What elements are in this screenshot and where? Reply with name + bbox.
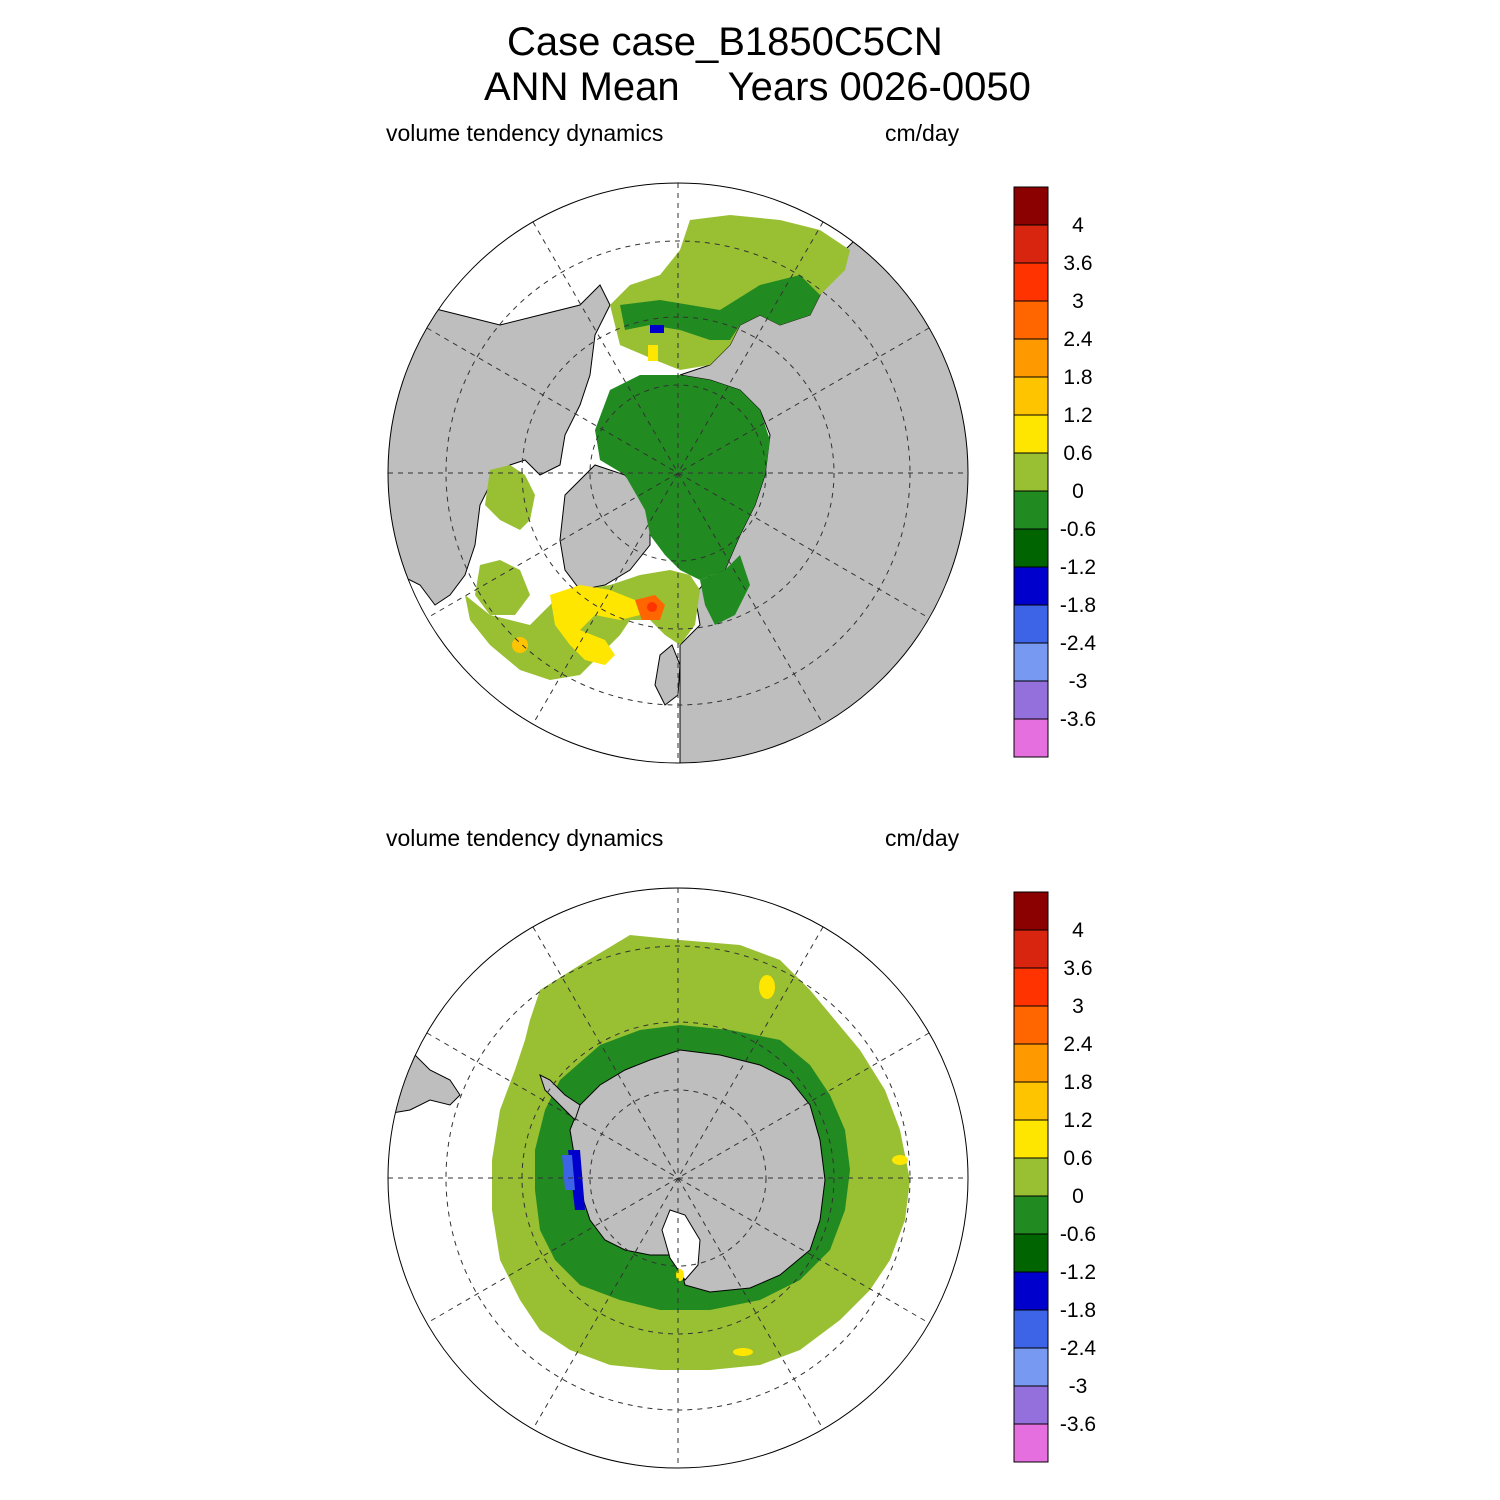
south-positive-spot (733, 1348, 753, 1356)
south-colorbar-swatch (1013, 929, 1049, 969)
north-colorbar-swatch (1013, 262, 1049, 302)
south-colorbar-swatch (1013, 1157, 1049, 1197)
south-colorbar-tick-label: 3.6 (1063, 957, 1092, 980)
south-colorbar-swatch (1013, 1385, 1049, 1425)
south-colorbar-tick-label: -2.4 (1060, 1337, 1097, 1360)
south-colorbar-tick-label: 2.4 (1063, 1033, 1093, 1056)
barents-sea-ice (700, 555, 750, 625)
period-title: ANN Mean Years 0026-0050 (484, 67, 1031, 107)
north-colorbar-swatch (1013, 376, 1049, 416)
south-colorbar-tick-label: -1.8 (1060, 1299, 1096, 1322)
north-colorbar: 4 3.6 3 2.4 1.8 1.2 0.6 0 -0.6 -1.2 -1.8 -2.4 -3 -3.6 (1013, 186, 1097, 758)
ross-ice-shelf (661, 1209, 701, 1281)
north-colorbar-swatch (1013, 680, 1049, 720)
pacific-positive-spot (759, 975, 775, 999)
north-colorbar-swatch (1013, 642, 1049, 682)
south-colorbar-swatch (1013, 1119, 1049, 1159)
south-colorbar-tick-label: -3 (1069, 1375, 1088, 1398)
north-colorbar-tick-label: -3.6 (1060, 708, 1096, 731)
east-positive-spot (892, 1155, 908, 1165)
north-colorbar-tick-label: 3 (1072, 290, 1084, 313)
south-colorbar-tick-label: 1.2 (1063, 1109, 1092, 1132)
labrador-positive-spot (512, 637, 528, 653)
north-colorbar-tick-label: 4 (1072, 214, 1084, 237)
bering-strait-negative (650, 325, 664, 333)
south-colorbar-tick-label: 1.8 (1063, 1071, 1092, 1094)
north-graticule (388, 183, 968, 763)
north-colorbar-tick-label: 1.8 (1063, 366, 1092, 389)
north-colorbar-swatch (1013, 490, 1049, 530)
north-america-land (388, 284, 611, 606)
north-colorbar-tick-label: -2.4 (1060, 632, 1097, 655)
south-graticule (388, 888, 968, 1468)
north-colorbar-tick-label: 3.6 (1063, 252, 1092, 275)
arctic-ocean-sea-ice (595, 375, 770, 580)
south-colorbar-tick-label: -0.6 (1060, 1223, 1096, 1246)
main-title: Case case_B1850C5CN (507, 20, 943, 64)
north-colorbar-swatch (1013, 604, 1049, 644)
south-colorbar-swatch (1013, 1081, 1049, 1121)
south-colorbar-tick-label: -1.2 (1060, 1261, 1096, 1284)
antarctica-land (569, 1049, 826, 1293)
period-mean-label: ANN Mean (484, 65, 680, 109)
north-colorbar-swatch (1013, 718, 1049, 758)
north-colorbar-swatch (1013, 300, 1049, 340)
north-colorbar-swatch (1013, 566, 1049, 606)
south-colorbar-swatch (1013, 891, 1049, 931)
south-polar-map (387, 887, 969, 1469)
bering-sea-dark-band (620, 275, 820, 340)
north-polar-map (387, 182, 969, 764)
south-colorbar-tick-label: 0.6 (1063, 1147, 1092, 1170)
south-colorbar-tick-label: 0 (1072, 1185, 1084, 1208)
north-colorbar-tick-label: -1.8 (1060, 594, 1096, 617)
south-colorbar-swatch (1013, 1309, 1049, 1349)
greenland-land (559, 464, 651, 591)
south-colorbar-swatch (1013, 1347, 1049, 1387)
north-colorbar-tick-label: 0.6 (1063, 442, 1092, 465)
north-colorbar-tick-label: -0.6 (1060, 518, 1096, 541)
ross-positive-spot (676, 1269, 684, 1281)
south-colorbar-swatch (1013, 967, 1049, 1007)
hudson-bay-ice (475, 560, 530, 615)
south-units-label: cm/day (885, 825, 960, 851)
antarctic-peninsula-land (539, 1074, 581, 1121)
ross-coastal-negative (562, 1155, 575, 1190)
south-colorbar-swatch (1013, 1271, 1049, 1311)
south-colorbar-swatch (1013, 1233, 1049, 1273)
bering-sea-ice (610, 215, 850, 370)
north-variable-label: volume tendency dynamics (386, 120, 664, 146)
north-colorbar-tick-label: -1.2 (1060, 556, 1096, 579)
north-colorbar-swatch (1013, 186, 1049, 226)
north-map-border (387, 182, 969, 764)
south-colorbar-tick-label: -3.6 (1060, 1413, 1096, 1436)
north-colorbar-tick-label: 2.4 (1063, 328, 1093, 351)
north-colorbar-swatch (1013, 452, 1049, 492)
north-atlantic-positive-anomaly (550, 585, 640, 665)
norwegian-sea-max (647, 602, 657, 612)
north-colorbar-swatch (1013, 338, 1049, 378)
south-colorbar-tick-label: 4 (1072, 919, 1084, 942)
north-units-label: cm/day (885, 120, 960, 146)
south-colorbar-tick-label: 3 (1072, 995, 1084, 1018)
south-colorbar-swatch (1013, 1423, 1049, 1463)
south-map-border (387, 887, 969, 1469)
south-colorbar-swatch (1013, 1195, 1049, 1235)
north-colorbar-tick-label: 1.2 (1063, 404, 1092, 427)
north-colorbar-tick-label: 0 (1072, 480, 1084, 503)
north-colorbar-swatch (1013, 224, 1049, 264)
south-variable-label: volume tendency dynamics (386, 825, 664, 851)
north-colorbar-swatch (1013, 414, 1049, 454)
south-colorbar-swatch (1013, 1005, 1049, 1045)
period-years-label: Years 0026-0050 (727, 65, 1031, 109)
south-colorbar-swatch (1013, 1043, 1049, 1083)
north-colorbar-tick-label: -3 (1069, 670, 1088, 693)
south-colorbar: 4 3.6 3 2.4 1.8 1.2 0.6 0 -0.6 -1.2 -1.8 -2.4 -3 -3.6 (1013, 891, 1097, 1463)
bering-strait-positive (648, 345, 658, 361)
north-colorbar-swatch (1013, 528, 1049, 568)
